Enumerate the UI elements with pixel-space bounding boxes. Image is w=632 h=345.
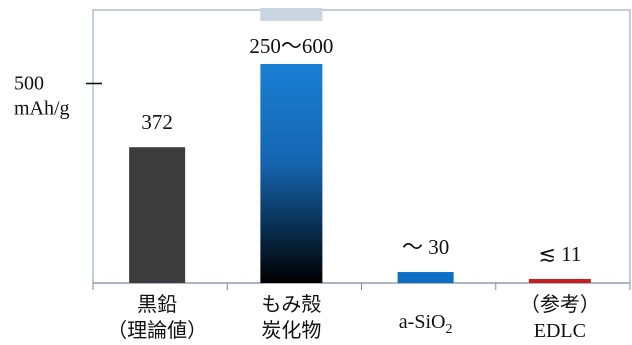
category-label-2: a-SiO2 — [399, 311, 453, 337]
data-label-1: 250～600 — [249, 34, 333, 58]
category-label-0: 黒鉛 — [137, 293, 177, 316]
bars — [129, 8, 591, 283]
category-label-3: （参考） — [520, 293, 600, 316]
bar-1 — [260, 64, 323, 283]
bar-3 — [528, 278, 591, 283]
category-label-3-line2: EDLC — [534, 320, 586, 342]
category-label-1: もみ殻 — [261, 293, 321, 316]
data-label-2: ～ 30 — [402, 235, 449, 259]
category-label-1-line2: 炭化物 — [261, 319, 321, 342]
y-tick-label: 500 — [14, 73, 44, 95]
bar-0 — [129, 147, 186, 283]
bar-range-cap-1 — [260, 8, 323, 21]
data-label-3: ≲ 11 — [538, 242, 581, 266]
y-tick-unit: mAh/g — [14, 98, 70, 120]
data-label-0: 372 — [141, 110, 173, 134]
category-label-0-line2: （理論値） — [107, 319, 207, 342]
plot-frame — [92, 9, 631, 283]
bar-2 — [397, 272, 454, 283]
